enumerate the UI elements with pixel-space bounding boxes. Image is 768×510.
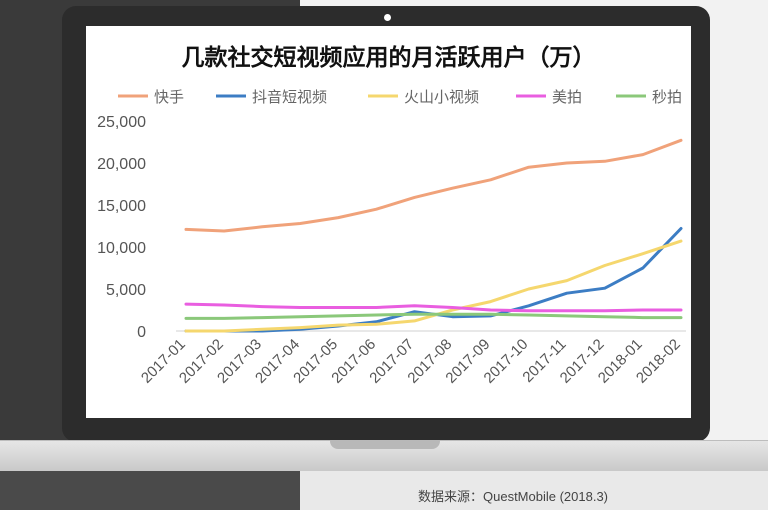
legend-label-5: 秒拍 <box>652 88 682 106</box>
legend-label-2: 抖音短视频 <box>252 88 327 106</box>
legend-label-3: 火山小视频 <box>404 88 479 106</box>
y-tick-label: 0 <box>137 324 146 341</box>
y-tick-label: 25,000 <box>97 114 146 131</box>
data-source-note: 数据来源：QuestMobile (2018.3) <box>418 489 609 504</box>
laptop-camera <box>384 14 391 21</box>
laptop-notch <box>330 440 440 449</box>
series-line-5 <box>184 312 683 320</box>
series-line-1 <box>184 138 683 233</box>
legend-label-4: 美拍 <box>552 88 582 106</box>
laptop-screen: 几款社交短视频应用的月活跃用户（万） 快手 抖音短视频 火山小视频 美拍 秒拍 0 5,00… <box>86 26 691 418</box>
chart-title: 几款社交短视频应用的月活跃用户（万） <box>181 45 596 71</box>
y-tick-label: 20,000 <box>97 156 146 173</box>
y-tick-label: 15,000 <box>97 198 146 215</box>
line-chart: 快手 抖音短视频 火山小视频 美拍 秒拍 0 5,000 10,000 15,000 20,000… <box>97 88 686 387</box>
y-tick-label: 5,000 <box>106 282 146 299</box>
y-tick-label: 10,000 <box>97 240 146 257</box>
legend-label-1: 快手 <box>154 88 184 106</box>
series-line-4 <box>184 302 683 313</box>
